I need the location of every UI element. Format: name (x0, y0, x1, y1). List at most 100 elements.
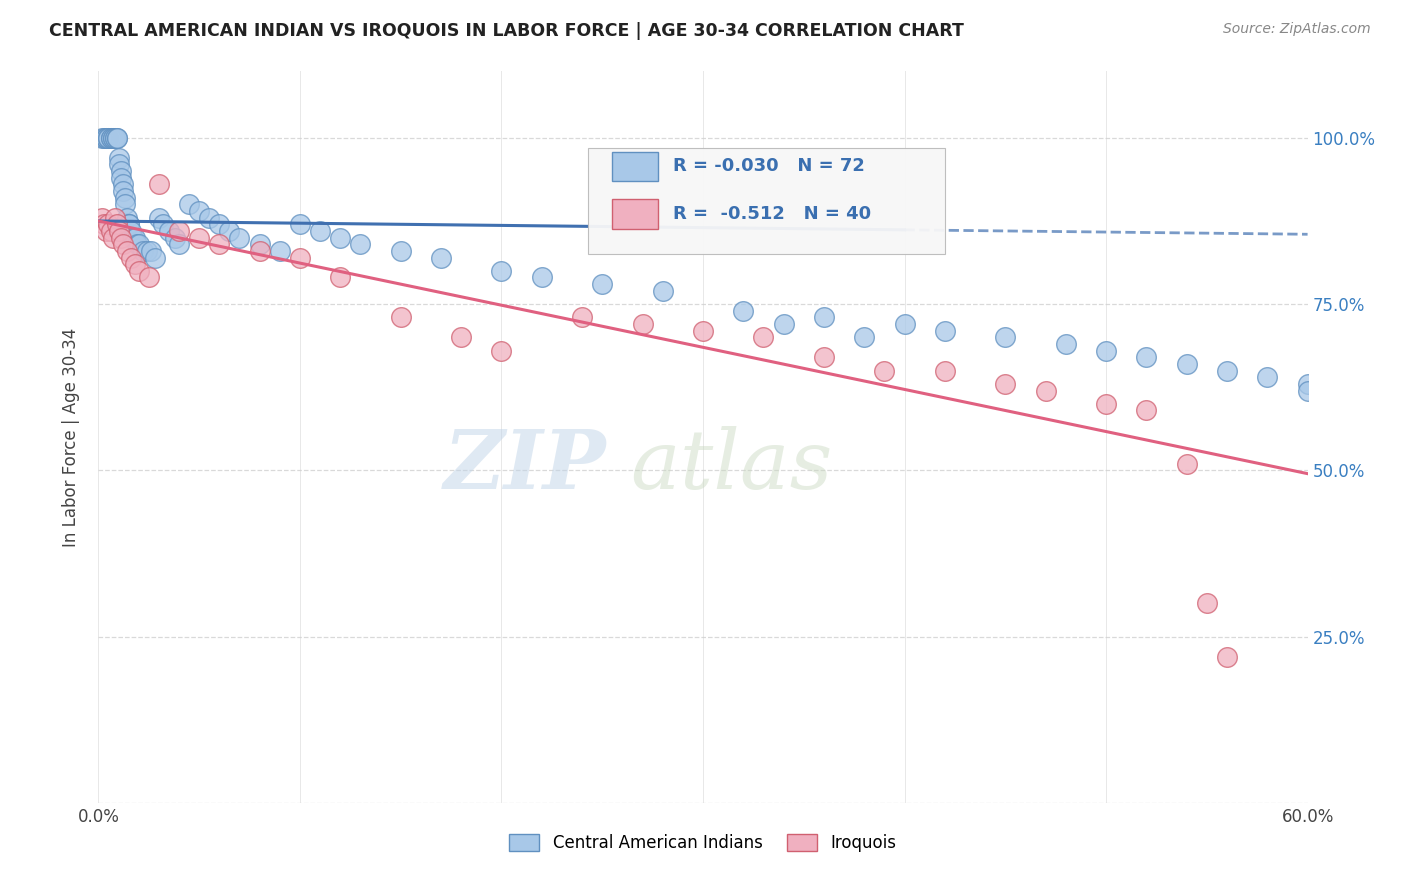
Point (329, 230, 352, 244)
Point (1035, 384, 1057, 398)
Point (115, 244, 138, 258)
Legend: Central American Indians, Iroquois: Central American Indians, Iroquois (501, 825, 905, 860)
Point (491, 264, 513, 278)
Point (591, 277, 613, 292)
Point (994, 330, 1017, 344)
Point (128, 237, 150, 252)
Point (120, 224, 142, 238)
Point (96, 224, 118, 238)
Point (208, 237, 231, 252)
Point (96, 131, 118, 145)
Point (135, 244, 157, 258)
Point (157, 224, 180, 238)
Point (103, 131, 125, 145)
Point (97, 131, 120, 145)
Point (1175, 357, 1198, 371)
Point (110, 170, 132, 185)
Point (114, 191, 136, 205)
Point (1135, 351, 1157, 365)
Point (813, 351, 835, 365)
Point (101, 131, 124, 145)
Point (105, 131, 128, 145)
Point (733, 303, 755, 318)
Point (125, 237, 148, 252)
Text: ZIP: ZIP (444, 426, 606, 507)
Point (1095, 343, 1118, 358)
Point (111, 184, 134, 198)
Point (110, 164, 132, 178)
Point (91, 131, 114, 145)
Point (1095, 397, 1118, 411)
Point (934, 363, 956, 377)
Y-axis label: In Labor Force | Age 30-34: In Labor Force | Age 30-34 (62, 327, 80, 547)
Point (100, 224, 122, 238)
Point (772, 317, 794, 331)
Point (873, 363, 896, 377)
Point (111, 237, 134, 252)
Point (163, 230, 186, 244)
Point (450, 330, 472, 344)
Point (1135, 403, 1157, 417)
Point (148, 211, 170, 225)
Text: CENTRAL AMERICAN INDIAN VS IROQUOIS IN LABOR FORCE | AGE 30-34 CORRELATION CHART: CENTRAL AMERICAN INDIAN VS IROQUOIS IN L… (49, 22, 965, 40)
Point (110, 230, 132, 244)
Point (228, 230, 250, 244)
Point (115, 211, 138, 225)
Text: R =  -0.512   N = 40: R = -0.512 N = 40 (672, 205, 870, 223)
Point (994, 376, 1017, 391)
Point (114, 197, 136, 211)
Point (124, 230, 146, 244)
Point (1296, 376, 1319, 391)
Point (692, 324, 714, 338)
Point (389, 310, 412, 325)
Point (389, 244, 412, 258)
Point (853, 330, 876, 344)
Point (105, 217, 128, 231)
Point (107, 157, 129, 171)
Point (530, 270, 553, 285)
Point (93, 131, 115, 145)
Point (128, 264, 150, 278)
Point (571, 310, 593, 325)
Text: R = -0.030   N = 72: R = -0.030 N = 72 (672, 158, 865, 176)
Point (143, 251, 166, 265)
Bar (613, 199, 658, 228)
Point (288, 217, 311, 231)
Point (249, 237, 271, 252)
Point (349, 237, 371, 252)
Point (188, 230, 211, 244)
Point (105, 131, 128, 145)
Point (93, 217, 115, 231)
Point (249, 244, 271, 258)
Point (288, 251, 311, 265)
Point (198, 211, 221, 225)
Point (121, 230, 143, 244)
Point (101, 131, 124, 145)
Point (167, 237, 190, 252)
Point (138, 270, 160, 285)
Point (1195, 596, 1218, 610)
Point (309, 224, 332, 238)
Point (329, 270, 352, 285)
Point (167, 224, 190, 238)
Text: atlas: atlas (630, 426, 832, 507)
Point (188, 204, 211, 219)
Point (208, 217, 231, 231)
Point (100, 131, 122, 145)
Point (91, 211, 114, 225)
Point (103, 211, 125, 225)
Point (1296, 384, 1319, 398)
Point (1216, 649, 1239, 664)
Point (491, 343, 513, 358)
Point (101, 230, 124, 244)
Point (893, 317, 915, 331)
Point (107, 151, 129, 165)
Bar (613, 152, 658, 181)
Point (651, 284, 673, 298)
Point (218, 224, 240, 238)
Point (1175, 457, 1198, 471)
Text: Source: ZipAtlas.com: Source: ZipAtlas.com (1223, 22, 1371, 37)
Point (752, 330, 775, 344)
Point (631, 317, 654, 331)
Point (118, 217, 141, 231)
